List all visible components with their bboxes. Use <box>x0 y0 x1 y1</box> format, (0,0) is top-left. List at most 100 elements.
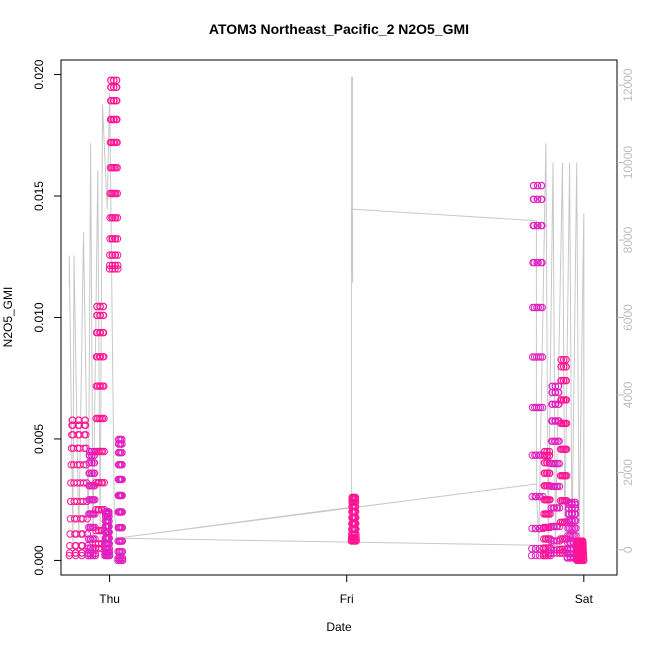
data-point <box>113 97 121 105</box>
data-point <box>529 353 537 361</box>
y2-tick-label: 12000 <box>621 68 635 102</box>
data-point <box>536 403 545 412</box>
chart-title: ATOM3 Northeast_Pacific_2 N2O5_GMI <box>209 21 469 37</box>
data-point <box>95 506 103 514</box>
data-point <box>111 235 120 243</box>
data-point <box>118 523 127 532</box>
data-point <box>568 517 577 525</box>
data-point <box>534 353 543 361</box>
data-point <box>541 451 549 460</box>
data-point <box>90 469 99 477</box>
data-point <box>550 522 558 531</box>
data-point <box>110 115 118 124</box>
data-point <box>527 551 536 560</box>
data-point <box>110 83 118 92</box>
data-point <box>82 431 90 439</box>
data-point <box>534 303 542 312</box>
data-point <box>532 524 540 533</box>
data-point <box>118 461 126 469</box>
data-point <box>546 469 554 477</box>
data-point <box>530 181 538 190</box>
data-point <box>552 437 560 445</box>
data-point <box>579 546 587 554</box>
data-point <box>113 138 121 147</box>
y-tick-label: 0.005 <box>32 424 46 454</box>
data-point <box>113 164 121 172</box>
data-point <box>351 495 360 503</box>
data-point <box>551 388 560 397</box>
data-point <box>562 363 570 371</box>
data-point <box>538 353 547 361</box>
axes-layer: 0.000 0.005 0.010 0.015 0.020 0 2000 4000 6000 80… <box>32 59 635 606</box>
data-point <box>113 235 122 243</box>
x-axis-label: Date <box>326 620 352 634</box>
data-point <box>105 522 113 531</box>
data-point <box>105 509 113 518</box>
data-point <box>100 447 108 456</box>
data-point <box>572 517 580 525</box>
data-point <box>109 235 117 243</box>
data-point <box>81 421 90 429</box>
data-point <box>91 496 99 504</box>
data-point <box>107 76 115 85</box>
data-point <box>538 303 546 312</box>
data-point <box>114 261 122 270</box>
data-point <box>530 221 538 230</box>
data-point <box>557 363 566 371</box>
data-point <box>108 251 117 259</box>
data-point <box>562 376 570 385</box>
data-point <box>118 440 126 448</box>
data-point <box>352 525 360 533</box>
data-point <box>562 396 571 404</box>
data-point <box>557 356 565 364</box>
data-point <box>562 419 571 428</box>
data-point <box>100 414 108 423</box>
y2-tick-label: 0 <box>621 546 635 553</box>
data-point <box>534 221 542 230</box>
data-point <box>88 451 96 460</box>
data-point <box>105 540 114 548</box>
y-tick-label: 0.000 <box>32 545 46 575</box>
data-point <box>118 435 126 444</box>
data-point <box>534 195 542 204</box>
data-point <box>118 475 126 484</box>
y2-tick-label: 2000 <box>621 459 635 486</box>
data-point <box>579 541 587 549</box>
data-point <box>95 479 103 487</box>
data-point <box>352 519 360 528</box>
data-point <box>555 459 563 468</box>
data-point <box>114 251 122 259</box>
data-point <box>105 517 113 525</box>
data-point <box>536 353 545 361</box>
data-point <box>105 551 114 560</box>
data-point <box>105 513 113 521</box>
data-point <box>98 479 107 487</box>
altitude-line-layer <box>68 76 585 547</box>
data-point <box>571 500 579 509</box>
data-point <box>118 448 126 457</box>
data-point <box>538 195 546 204</box>
data-point <box>96 353 105 361</box>
data-point <box>99 311 108 320</box>
data-point <box>552 400 560 408</box>
data-point <box>541 447 549 456</box>
data-point <box>579 543 587 552</box>
data-point <box>105 534 114 542</box>
data-point <box>543 451 551 460</box>
data-point <box>534 258 542 267</box>
data-point <box>538 258 546 267</box>
x-tick-label: Thu <box>99 592 120 606</box>
x-tick-label: Sat <box>575 592 594 606</box>
data-point <box>110 97 118 105</box>
data-point <box>351 498 360 506</box>
data-point <box>86 459 94 467</box>
data-point <box>532 545 540 553</box>
data-point <box>110 76 118 85</box>
data-point <box>114 265 122 273</box>
data-point <box>545 447 554 456</box>
altitude-series-line <box>68 76 585 547</box>
data-point <box>572 524 580 532</box>
data-point <box>80 444 88 452</box>
data-point <box>352 508 360 516</box>
data-point <box>351 502 360 511</box>
